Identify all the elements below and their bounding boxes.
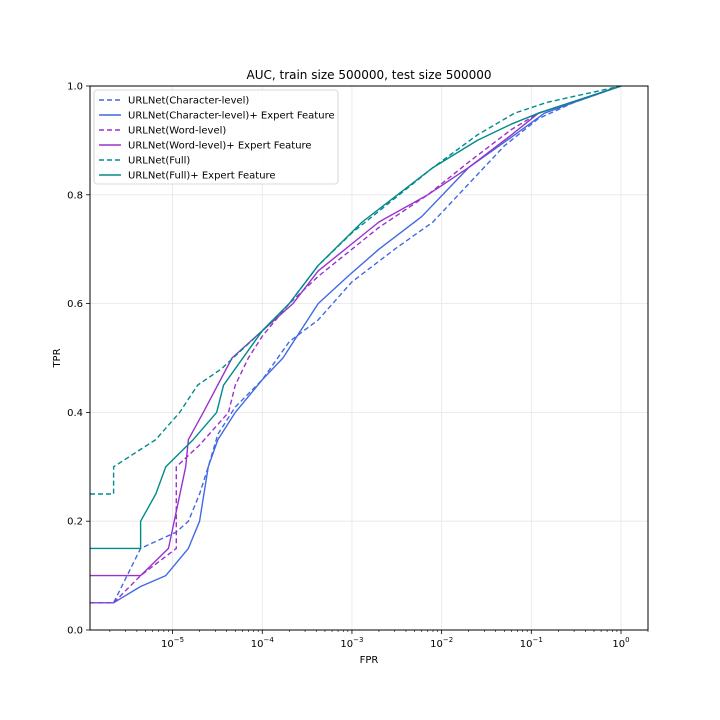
x-tick-label: 10−4 [251,636,275,650]
y-tick-label: 0.8 [67,190,83,201]
legend: URLNet(Character-level) URLNet(Character-… [93,89,339,185]
legend-label: URLNet(Word-level)+ Expert Feature [128,141,312,152]
x-axis-title: FPR [360,655,379,666]
x-tick-label-exponent: −3 [353,636,363,644]
legend-box [93,89,339,185]
x-tick-label-exponent: −5 [174,636,184,644]
y-axis-title: TPR [52,348,63,368]
legend-label: URLNet(Character-level)+ Expert Feature [128,111,335,122]
y-tick-label: 0.6 [67,299,83,310]
legend-label: URLNet(Full)+ Expert Feature [128,171,276,182]
chart-title: AUC, train size 500000, test size 500000 [246,68,491,82]
y-tick-label: 0.2 [67,517,83,528]
x-tick-label: 100 [612,636,629,650]
y-axis: 0.0 0.2 0.4 0.6 0.8 1.0 [67,82,90,637]
x-tick-label-base: 10 [251,639,264,650]
x-tick-label: 10−3 [340,636,363,650]
series-line-3 [90,85,622,577]
x-tick-label-base: 10 [161,639,174,650]
legend-label: URLNet(Character-level) [128,96,249,107]
series-line-5 [90,85,622,550]
legend-label: URLNet(Full) [128,156,190,167]
series-line-1 [90,85,622,604]
x-tick-label-base: 10 [520,639,533,650]
x-tick-label-exponent: −4 [263,636,274,644]
plot-frame [89,85,649,631]
x-tick-label: 10−5 [161,636,184,650]
legend-label: URLNet(Word-level) [128,126,226,137]
series-line-0 [90,85,622,604]
x-tick-label-exponent: −2 [443,636,453,644]
x-tick-label-base: 10 [612,639,625,650]
x-tick-label-exponent: 0 [625,636,629,644]
x-tick-label-base: 10 [340,639,353,650]
series-line-2 [90,85,622,604]
x-tick-label: 10−1 [520,636,543,650]
y-tick-label: 0.0 [67,626,83,637]
x-axis: 10−5 10−4 10−3 10−2 10−1 100 [109,630,649,650]
x-tick-label: 10−2 [430,636,453,650]
y-tick-label: 0.4 [67,408,83,419]
x-tick-label-base: 10 [430,639,443,650]
x-tick-label-exponent: −1 [533,636,543,644]
series-lines [90,85,622,604]
y-tick-label: 1.0 [67,82,83,93]
